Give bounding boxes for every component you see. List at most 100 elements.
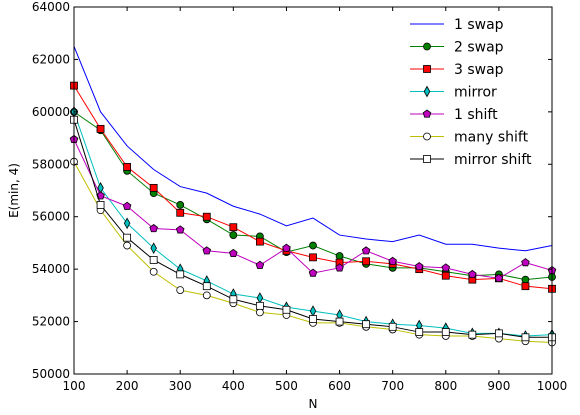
- x-tick-label: 200: [116, 379, 139, 393]
- data-point: [494, 329, 503, 338]
- x-tick-label: 900: [487, 379, 510, 393]
- legend-entry: 1 swap: [410, 17, 504, 33]
- data-point: [176, 270, 185, 279]
- data-point: [468, 269, 477, 279]
- data-point: [423, 132, 431, 141]
- data-point: [388, 256, 397, 265]
- data-point: [414, 262, 424, 271]
- data-point: [229, 231, 238, 239]
- data-point: [422, 109, 432, 118]
- y-tick-label: 50000: [32, 367, 70, 381]
- data-point: [468, 330, 477, 339]
- data-point: [309, 253, 317, 262]
- y-tick-label: 64000: [32, 0, 70, 14]
- legend-entry: 3 swap: [410, 62, 504, 78]
- data-point: [150, 242, 157, 254]
- ticks-layer: 100 200 300 400 500 600 700 800 900 1000 50000 5200…: [32, 0, 567, 393]
- data-point: [175, 225, 185, 234]
- data-point: [255, 308, 264, 317]
- y-tick-label: 56000: [32, 210, 70, 224]
- data-point: [202, 246, 212, 255]
- plot-frame: [73, 6, 553, 375]
- data-point: [423, 42, 431, 51]
- data-point: [149, 224, 158, 233]
- data-point: [229, 248, 238, 258]
- data-point: [255, 237, 264, 246]
- data-point: [521, 333, 530, 342]
- data-point: [123, 217, 131, 230]
- data-point: [309, 241, 317, 250]
- data-point: [229, 223, 238, 232]
- data-point: [202, 212, 211, 221]
- x-tick-label: 1000: [537, 379, 568, 393]
- series-line: [73, 46, 553, 252]
- legend-label: 3 swap: [454, 62, 504, 78]
- data-point: [256, 292, 264, 304]
- data-point: [521, 258, 530, 267]
- data-point: [96, 124, 105, 133]
- y-tick-label: 62000: [32, 52, 70, 66]
- series-1-swap: [73, 46, 553, 252]
- data-point: [309, 305, 317, 317]
- data-point: [494, 273, 504, 282]
- data-point: [335, 263, 344, 272]
- y-tick-label: 54000: [32, 262, 70, 276]
- x-tick-label: 700: [381, 379, 404, 393]
- legend: 1 swap 2 swap 3 swap mirror 1 shift many shif…: [410, 17, 532, 168]
- data-point: [335, 252, 344, 260]
- legend-label: 1 shift: [454, 107, 498, 123]
- x-axis-label: N: [309, 397, 318, 411]
- data-point: [123, 241, 132, 250]
- legend-label: 1 swap: [454, 17, 504, 33]
- legend-entry: mirror: [410, 85, 497, 101]
- data-point: [423, 85, 431, 98]
- data-point: [362, 257, 371, 266]
- x-tick-label: 300: [169, 379, 192, 393]
- data-point: [202, 282, 211, 291]
- legend-entry: mirror shift: [410, 152, 532, 168]
- data-point: [361, 246, 371, 255]
- data-point: [149, 256, 158, 264]
- data-point: [282, 305, 291, 314]
- legend-entry: many shift: [410, 130, 529, 146]
- x-tick-label: 800: [434, 379, 457, 393]
- data-point: [308, 268, 318, 277]
- data-point: [255, 301, 264, 310]
- data-point: [441, 328, 450, 336]
- data-point: [122, 201, 132, 210]
- data-point: [309, 315, 317, 323]
- data-point: [202, 291, 211, 300]
- data-point: [149, 267, 158, 276]
- data-point: [441, 263, 451, 272]
- data-point: [362, 320, 371, 329]
- data-point: [176, 286, 185, 295]
- data-point: [255, 260, 265, 269]
- data-point: [415, 328, 424, 336]
- y-axis-label: E(min, 4): [7, 163, 21, 218]
- series-1-shift: [69, 134, 557, 282]
- data-point: [123, 233, 132, 242]
- data-point: [335, 317, 344, 326]
- legend-entry: 1 shift: [410, 107, 498, 123]
- x-tick-label: 400: [222, 379, 245, 393]
- data-point: [229, 295, 238, 304]
- legend-label: 2 swap: [454, 40, 504, 56]
- data-point: [149, 183, 158, 192]
- y-tick-label: 60000: [32, 105, 70, 119]
- x-tick-label: 100: [63, 379, 86, 393]
- y-tick-label: 52000: [32, 315, 70, 329]
- data-point: [423, 65, 431, 73]
- y-tick-label: 58000: [32, 157, 70, 171]
- legend-entry: 2 swap: [410, 40, 504, 56]
- data-point: [176, 208, 185, 217]
- data-point: [521, 282, 530, 291]
- legend-label: many shift: [454, 130, 529, 146]
- x-tick-label: 500: [275, 379, 298, 393]
- x-tick-label: 600: [328, 379, 351, 393]
- legend-label: mirror shift: [454, 152, 532, 168]
- data-point: [176, 201, 185, 209]
- legend-label: mirror: [454, 85, 497, 101]
- data-point: [388, 322, 397, 331]
- data-point: [96, 201, 105, 209]
